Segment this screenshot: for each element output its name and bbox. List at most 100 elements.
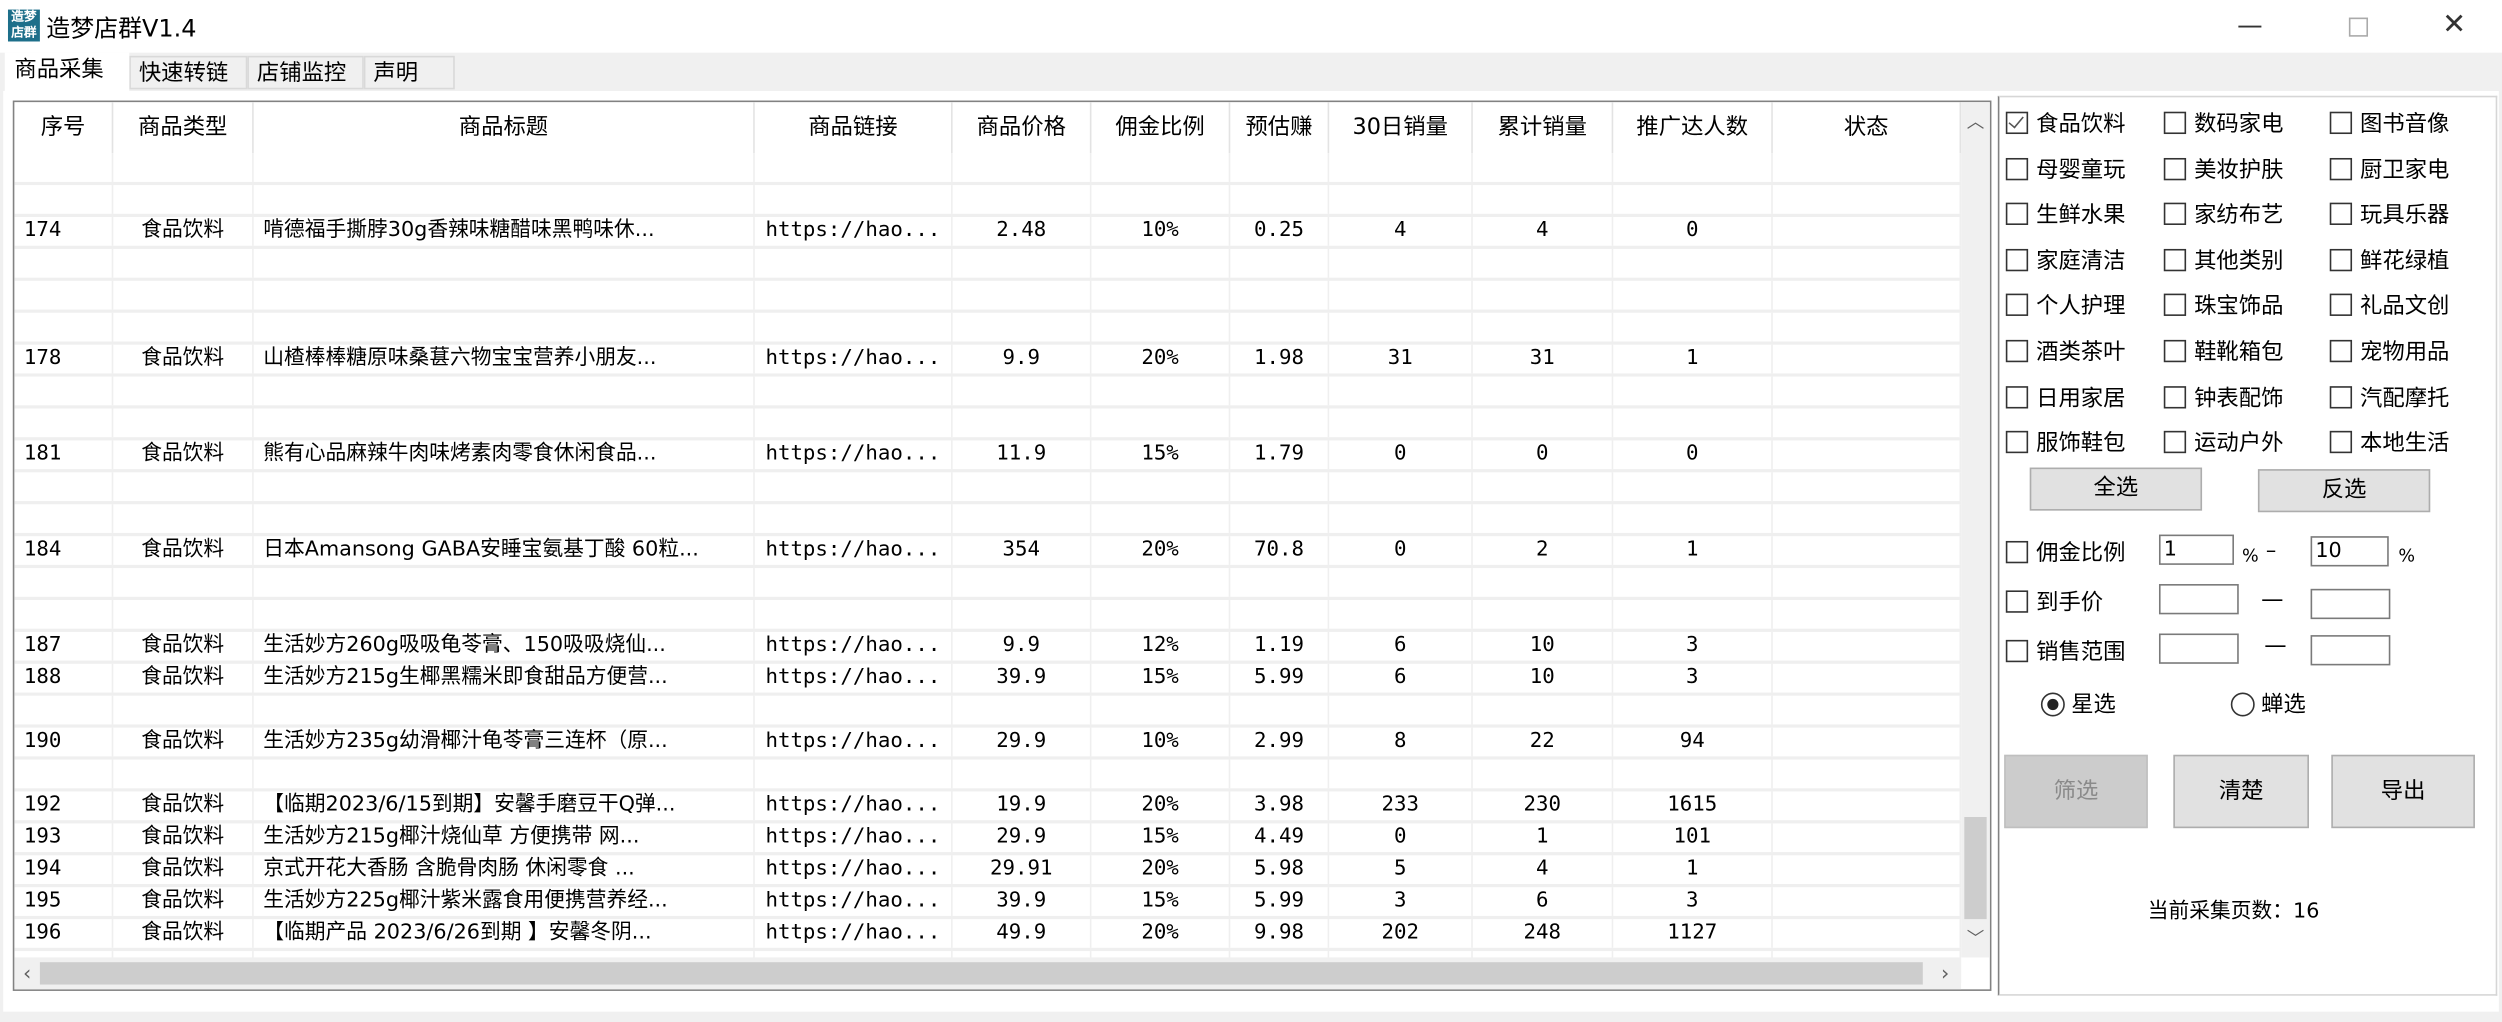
category-checkbox[interactable]: 日用家居 bbox=[2005, 381, 2125, 413]
category-checkbox[interactable]: 厨卫家电 bbox=[2329, 153, 2449, 185]
category-checkbox[interactable]: 玩具乐器 bbox=[2329, 198, 2449, 230]
table-cell-promoters: 1 bbox=[1613, 855, 1773, 885]
sales-range-max-input[interactable] bbox=[2310, 635, 2391, 666]
table-row[interactable] bbox=[14, 312, 1962, 345]
table-row[interactable] bbox=[14, 280, 1962, 313]
tab-quick-convert[interactable]: 快速转链 bbox=[129, 55, 248, 90]
table-cell-sales-30d: 0 bbox=[1329, 536, 1473, 565]
tab-product-collect[interactable]: 商品采集 bbox=[4, 52, 130, 93]
filter-button[interactable]: 筛选 bbox=[2004, 754, 2148, 829]
category-checkbox[interactable]: 运动户外 bbox=[2163, 426, 2283, 458]
table-cell-commission bbox=[1091, 248, 1231, 278]
column-header[interactable]: 商品链接 bbox=[755, 102, 953, 154]
category-checkbox[interactable]: 本地生活 bbox=[2329, 426, 2449, 458]
table-row[interactable]: 181 食品饮料 熊有心品麻辣牛肉味烤素肉零食休闲食品... https://hao.… bbox=[14, 440, 1962, 473]
category-checkbox[interactable]: 食品饮料 bbox=[2005, 107, 2125, 139]
column-header[interactable]: 商品类型 bbox=[113, 102, 254, 154]
table-cell-commission bbox=[1091, 185, 1231, 214]
scroll-down-icon[interactable]: ﹀ bbox=[1966, 928, 1985, 950]
table-row[interactable] bbox=[14, 568, 1962, 600]
close-button[interactable]: ✕ bbox=[2417, 0, 2490, 53]
column-header[interactable]: 佣金比例 bbox=[1091, 102, 1231, 154]
invert-selection-button[interactable]: 反选 bbox=[2257, 469, 2431, 513]
category-checkbox[interactable]: 图书音像 bbox=[2329, 107, 2449, 139]
category-checkbox[interactable]: 个人护理 bbox=[2005, 289, 2125, 321]
table-row[interactable]: 190 食品饮料 生活妙方235g幼滑椰汁龟苓膏三连杯（原... https://ha… bbox=[14, 727, 1962, 760]
table-row[interactable] bbox=[14, 472, 1962, 505]
commission-max-input[interactable] bbox=[2310, 536, 2389, 567]
commission-checkbox[interactable]: 佣金比例 bbox=[2005, 536, 2125, 568]
category-checkbox[interactable]: 钟表配饰 bbox=[2163, 381, 2283, 413]
tab-statement[interactable]: 声明 bbox=[363, 55, 455, 90]
final-price-checkbox[interactable]: 到手价 bbox=[2005, 586, 2103, 618]
scroll-left-icon[interactable]: ‹ bbox=[22, 962, 32, 987]
category-checkbox[interactable]: 家纺布艺 bbox=[2163, 198, 2283, 230]
minimize-button[interactable]: — bbox=[2213, 0, 2286, 53]
scroll-up-icon[interactable]: ︿ bbox=[1966, 111, 1985, 133]
table-row[interactable] bbox=[14, 599, 1962, 632]
table-cell-title: 生活妙方235g幼滑椰汁龟苓膏三连杯（原... bbox=[254, 727, 755, 757]
table-row[interactable] bbox=[14, 248, 1962, 281]
category-checkbox[interactable]: 酒类茶叶 bbox=[2005, 335, 2125, 367]
table-row[interactable]: 187 食品饮料 生活妙方260g吸吸龟苓膏、150吸吸烧仙... https://h… bbox=[14, 631, 1962, 664]
sales-range-min-input[interactable] bbox=[2158, 633, 2239, 664]
table-row[interactable]: 194 食品饮料 京式开花大香肠 含脆骨肉肠 休闲零食 ... https://hao… bbox=[14, 855, 1962, 888]
horizontal-scrollbar[interactable]: ‹ › bbox=[14, 957, 1962, 990]
table-row[interactable]: 174 食品饮料 啃德福手撕脖30g香辣味糖醋味黑鸭味休... https://hao… bbox=[14, 217, 1962, 249]
maximize-button[interactable] bbox=[2322, 0, 2395, 53]
final-price-max-input[interactable] bbox=[2310, 588, 2391, 620]
table-cell-title bbox=[254, 185, 755, 214]
column-header[interactable]: 状态 bbox=[1773, 102, 1962, 154]
table-row[interactable] bbox=[14, 695, 1962, 728]
table-row[interactable]: 184 食品饮料 日本Amansong GABA安睡宝氨基丁酸 60粒... http… bbox=[14, 536, 1962, 569]
table-row[interactable] bbox=[14, 759, 1962, 792]
category-checkbox[interactable]: 家庭清洁 bbox=[2005, 244, 2125, 276]
column-header[interactable]: 推广达人数 bbox=[1613, 102, 1773, 154]
table-cell-sales-30d bbox=[1329, 568, 1473, 597]
column-header[interactable]: 商品价格 bbox=[953, 102, 1092, 154]
category-checkbox[interactable]: 美妆护肤 bbox=[2163, 153, 2283, 185]
table-row[interactable]: 188 食品饮料 生活妙方215g生椰黑糯米即食甜品方便营... https://ha… bbox=[14, 663, 1962, 696]
commission-min-input[interactable] bbox=[2158, 534, 2234, 565]
range-dash: — bbox=[2261, 587, 2284, 613]
category-checkbox[interactable]: 珠宝饰品 bbox=[2163, 289, 2283, 321]
radio-chanxuan[interactable]: 蝉选 bbox=[2230, 688, 2306, 720]
category-checkbox[interactable]: 鞋靴箱包 bbox=[2163, 335, 2283, 367]
table-row[interactable] bbox=[14, 408, 1962, 441]
vertical-scroll-thumb[interactable] bbox=[1964, 816, 1987, 920]
radio-xingxuan[interactable]: 星选 bbox=[2040, 688, 2116, 720]
scroll-right-icon[interactable]: › bbox=[1940, 962, 1950, 987]
horizontal-scroll-thumb[interactable] bbox=[39, 962, 1923, 985]
category-checkbox[interactable]: 数码家电 bbox=[2163, 107, 2283, 139]
category-checkbox[interactable]: 其他类别 bbox=[2163, 244, 2283, 276]
table-row[interactable]: 193 食品饮料 生活妙方215g椰汁烧仙草 方便携带 网... https://ha… bbox=[14, 823, 1962, 856]
category-checkbox[interactable]: 生鲜水果 bbox=[2005, 198, 2125, 230]
column-header[interactable]: 序号 bbox=[14, 102, 114, 154]
tab-shop-monitor[interactable]: 店铺监控 bbox=[247, 55, 364, 90]
table-row[interactable]: 192 食品饮料 【临期2023/6/15到期】安馨手磨豆干Q弹... https:/… bbox=[14, 791, 1962, 824]
table-row[interactable] bbox=[14, 504, 1962, 537]
checkbox-icon bbox=[2329, 202, 2353, 225]
sales-range-checkbox[interactable]: 销售范围 bbox=[2005, 635, 2125, 667]
final-price-min-input[interactable] bbox=[2158, 584, 2239, 615]
table-row[interactable] bbox=[14, 185, 1962, 218]
category-checkbox[interactable]: 汽配摩托 bbox=[2329, 381, 2449, 413]
column-header[interactable]: 累计销量 bbox=[1473, 102, 1614, 154]
category-checkbox[interactable]: 鲜花绿植 bbox=[2329, 244, 2449, 276]
category-checkbox[interactable]: 服饰鞋包 bbox=[2005, 426, 2125, 458]
table-row[interactable] bbox=[14, 376, 1962, 409]
clear-button[interactable]: 清楚 bbox=[2173, 754, 2309, 829]
column-header[interactable]: 商品标题 bbox=[254, 102, 755, 154]
column-header[interactable]: 30日销量 bbox=[1329, 102, 1473, 154]
column-header[interactable]: 预估赚 bbox=[1230, 102, 1330, 154]
select-all-button[interactable]: 全选 bbox=[2029, 467, 2203, 511]
category-checkbox[interactable]: 母婴童玩 bbox=[2005, 153, 2125, 185]
category-checkbox[interactable]: 礼品文创 bbox=[2329, 289, 2449, 321]
table-row[interactable] bbox=[14, 153, 1962, 186]
vertical-scrollbar[interactable]: ︿ ﹀ bbox=[1961, 102, 1990, 958]
table-row[interactable]: 195 食品饮料 生活妙方225g椰汁紫米露食用便携营养经... https://ha… bbox=[14, 887, 1962, 920]
table-row[interactable]: 196 食品饮料 【临期产品 2023/6/26到期 】安馨冬阴... https:/… bbox=[14, 919, 1962, 952]
table-row[interactable]: 178 食品饮料 山楂棒棒糖原味桑葚六物宝宝营养小朋友... https://hao.… bbox=[14, 344, 1962, 377]
export-button[interactable]: 导出 bbox=[2331, 754, 2475, 829]
category-checkbox[interactable]: 宠物用品 bbox=[2329, 335, 2449, 367]
